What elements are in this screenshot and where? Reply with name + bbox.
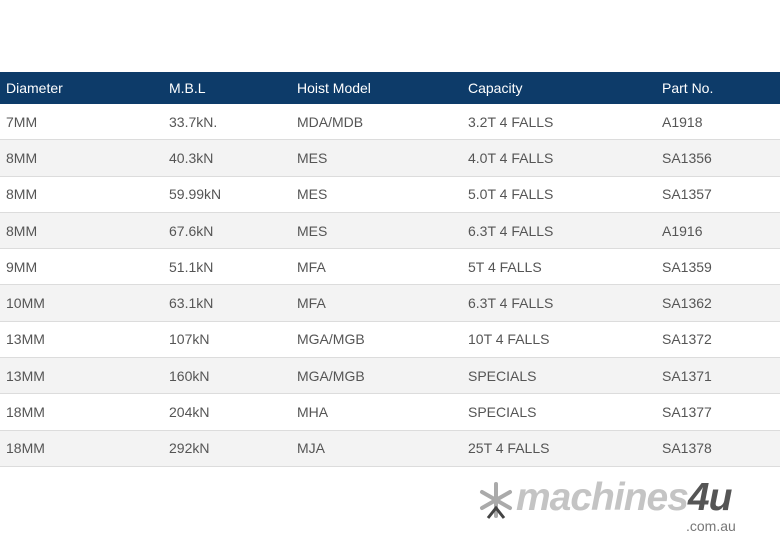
machines4u-logo: machines4u .com.au [478,478,778,538]
header-capacity: Capacity [462,72,656,104]
logo-domain: .com.au [686,518,736,534]
table-row: 13MM 107kN MGA/MGB 10T 4 FALLS SA1372 [0,321,780,359]
table-row: 13MM 160kN MGA/MGB SPECIALS SA1371 [0,357,780,395]
cell-part-no: SA1378 [656,430,780,467]
logo-accent: 4u [687,476,733,519]
table-row: 9MM 51.1kN MFA 5T 4 FALLS SA1359 [0,248,780,286]
cell-diameter: 7MM [0,104,163,141]
cell-mbl: 59.99kN [163,176,291,213]
cell-hoist-model: MES [291,176,462,213]
cell-part-no: SA1372 [656,321,780,359]
cell-hoist-model: MGA/MGB [291,357,462,395]
cell-part-no: A1916 [656,212,780,250]
cell-diameter: 18MM [0,393,163,431]
table-row: 18MM 204kN MHA SPECIALS SA1377 [0,393,780,431]
cell-diameter: 13MM [0,357,163,395]
table-row: 10MM 63.1kN MFA 6.3T 4 FALLS SA1362 [0,284,780,322]
cell-hoist-model: MJA [291,430,462,467]
cell-mbl: 51.1kN [163,248,291,286]
cell-hoist-model: MDA/MDB [291,104,462,141]
cell-diameter: 18MM [0,430,163,467]
cell-mbl: 204kN [163,393,291,431]
cell-diameter: 8MM [0,212,163,250]
cell-part-no: A1918 [656,104,780,141]
cell-capacity: SPECIALS [462,357,656,395]
cell-capacity: 6.3T 4 FALLS [462,284,656,322]
cell-hoist-model: MFA [291,284,462,322]
cell-capacity: 25T 4 FALLS [462,430,656,467]
cell-capacity: 6.3T 4 FALLS [462,212,656,250]
cell-capacity: 5.0T 4 FALLS [462,176,656,213]
table-row: 18MM 292kN MJA 25T 4 FALLS SA1378 [0,430,780,467]
cell-hoist-model: MGA/MGB [291,321,462,359]
cell-diameter: 10MM [0,284,163,322]
snowflake-logo-icon [480,482,512,519]
cell-part-no: SA1377 [656,393,780,431]
table-header-row: Diameter M.B.L Hoist Model Capacity Part… [0,72,780,104]
cell-mbl: 67.6kN [163,212,291,250]
header-hoist-model: Hoist Model [291,72,462,104]
cell-diameter: 8MM [0,176,163,213]
cell-part-no: SA1356 [656,139,780,177]
header-part-no: Part No. [656,72,780,104]
cell-capacity: 4.0T 4 FALLS [462,139,656,177]
cell-part-no: SA1371 [656,357,780,395]
cell-capacity: SPECIALS [462,393,656,431]
cell-capacity: 5T 4 FALLS [462,248,656,286]
cell-diameter: 13MM [0,321,163,359]
cell-part-no: SA1357 [656,176,780,213]
header-diameter: Diameter [0,72,163,104]
cell-mbl: 33.7kN. [163,104,291,141]
specs-table: Diameter M.B.L Hoist Model Capacity Part… [0,72,780,467]
cell-mbl: 107kN [163,321,291,359]
cell-diameter: 8MM [0,139,163,177]
cell-capacity: 10T 4 FALLS [462,321,656,359]
logo-wordmark: machines4u [516,476,733,519]
header-mbl: M.B.L [163,72,291,104]
cell-mbl: 160kN [163,357,291,395]
table-row: 8MM 59.99kN MES 5.0T 4 FALLS SA1357 [0,176,780,213]
cell-capacity: 3.2T 4 FALLS [462,104,656,141]
table-row: 8MM 40.3kN MES 4.0T 4 FALLS SA1356 [0,139,780,177]
cell-mbl: 292kN [163,430,291,467]
cell-diameter: 9MM [0,248,163,286]
logo-word: machines [516,476,689,519]
table-row: 7MM 33.7kN. MDA/MDB 3.2T 4 FALLS A1918 [0,104,780,141]
cell-hoist-model: MES [291,139,462,177]
cell-hoist-model: MES [291,212,462,250]
cell-mbl: 40.3kN [163,139,291,177]
cell-mbl: 63.1kN [163,284,291,322]
cell-hoist-model: MHA [291,393,462,431]
cell-hoist-model: MFA [291,248,462,286]
table-row: 8MM 67.6kN MES 6.3T 4 FALLS A1916 [0,212,780,250]
cell-part-no: SA1359 [656,248,780,286]
cell-part-no: SA1362 [656,284,780,322]
